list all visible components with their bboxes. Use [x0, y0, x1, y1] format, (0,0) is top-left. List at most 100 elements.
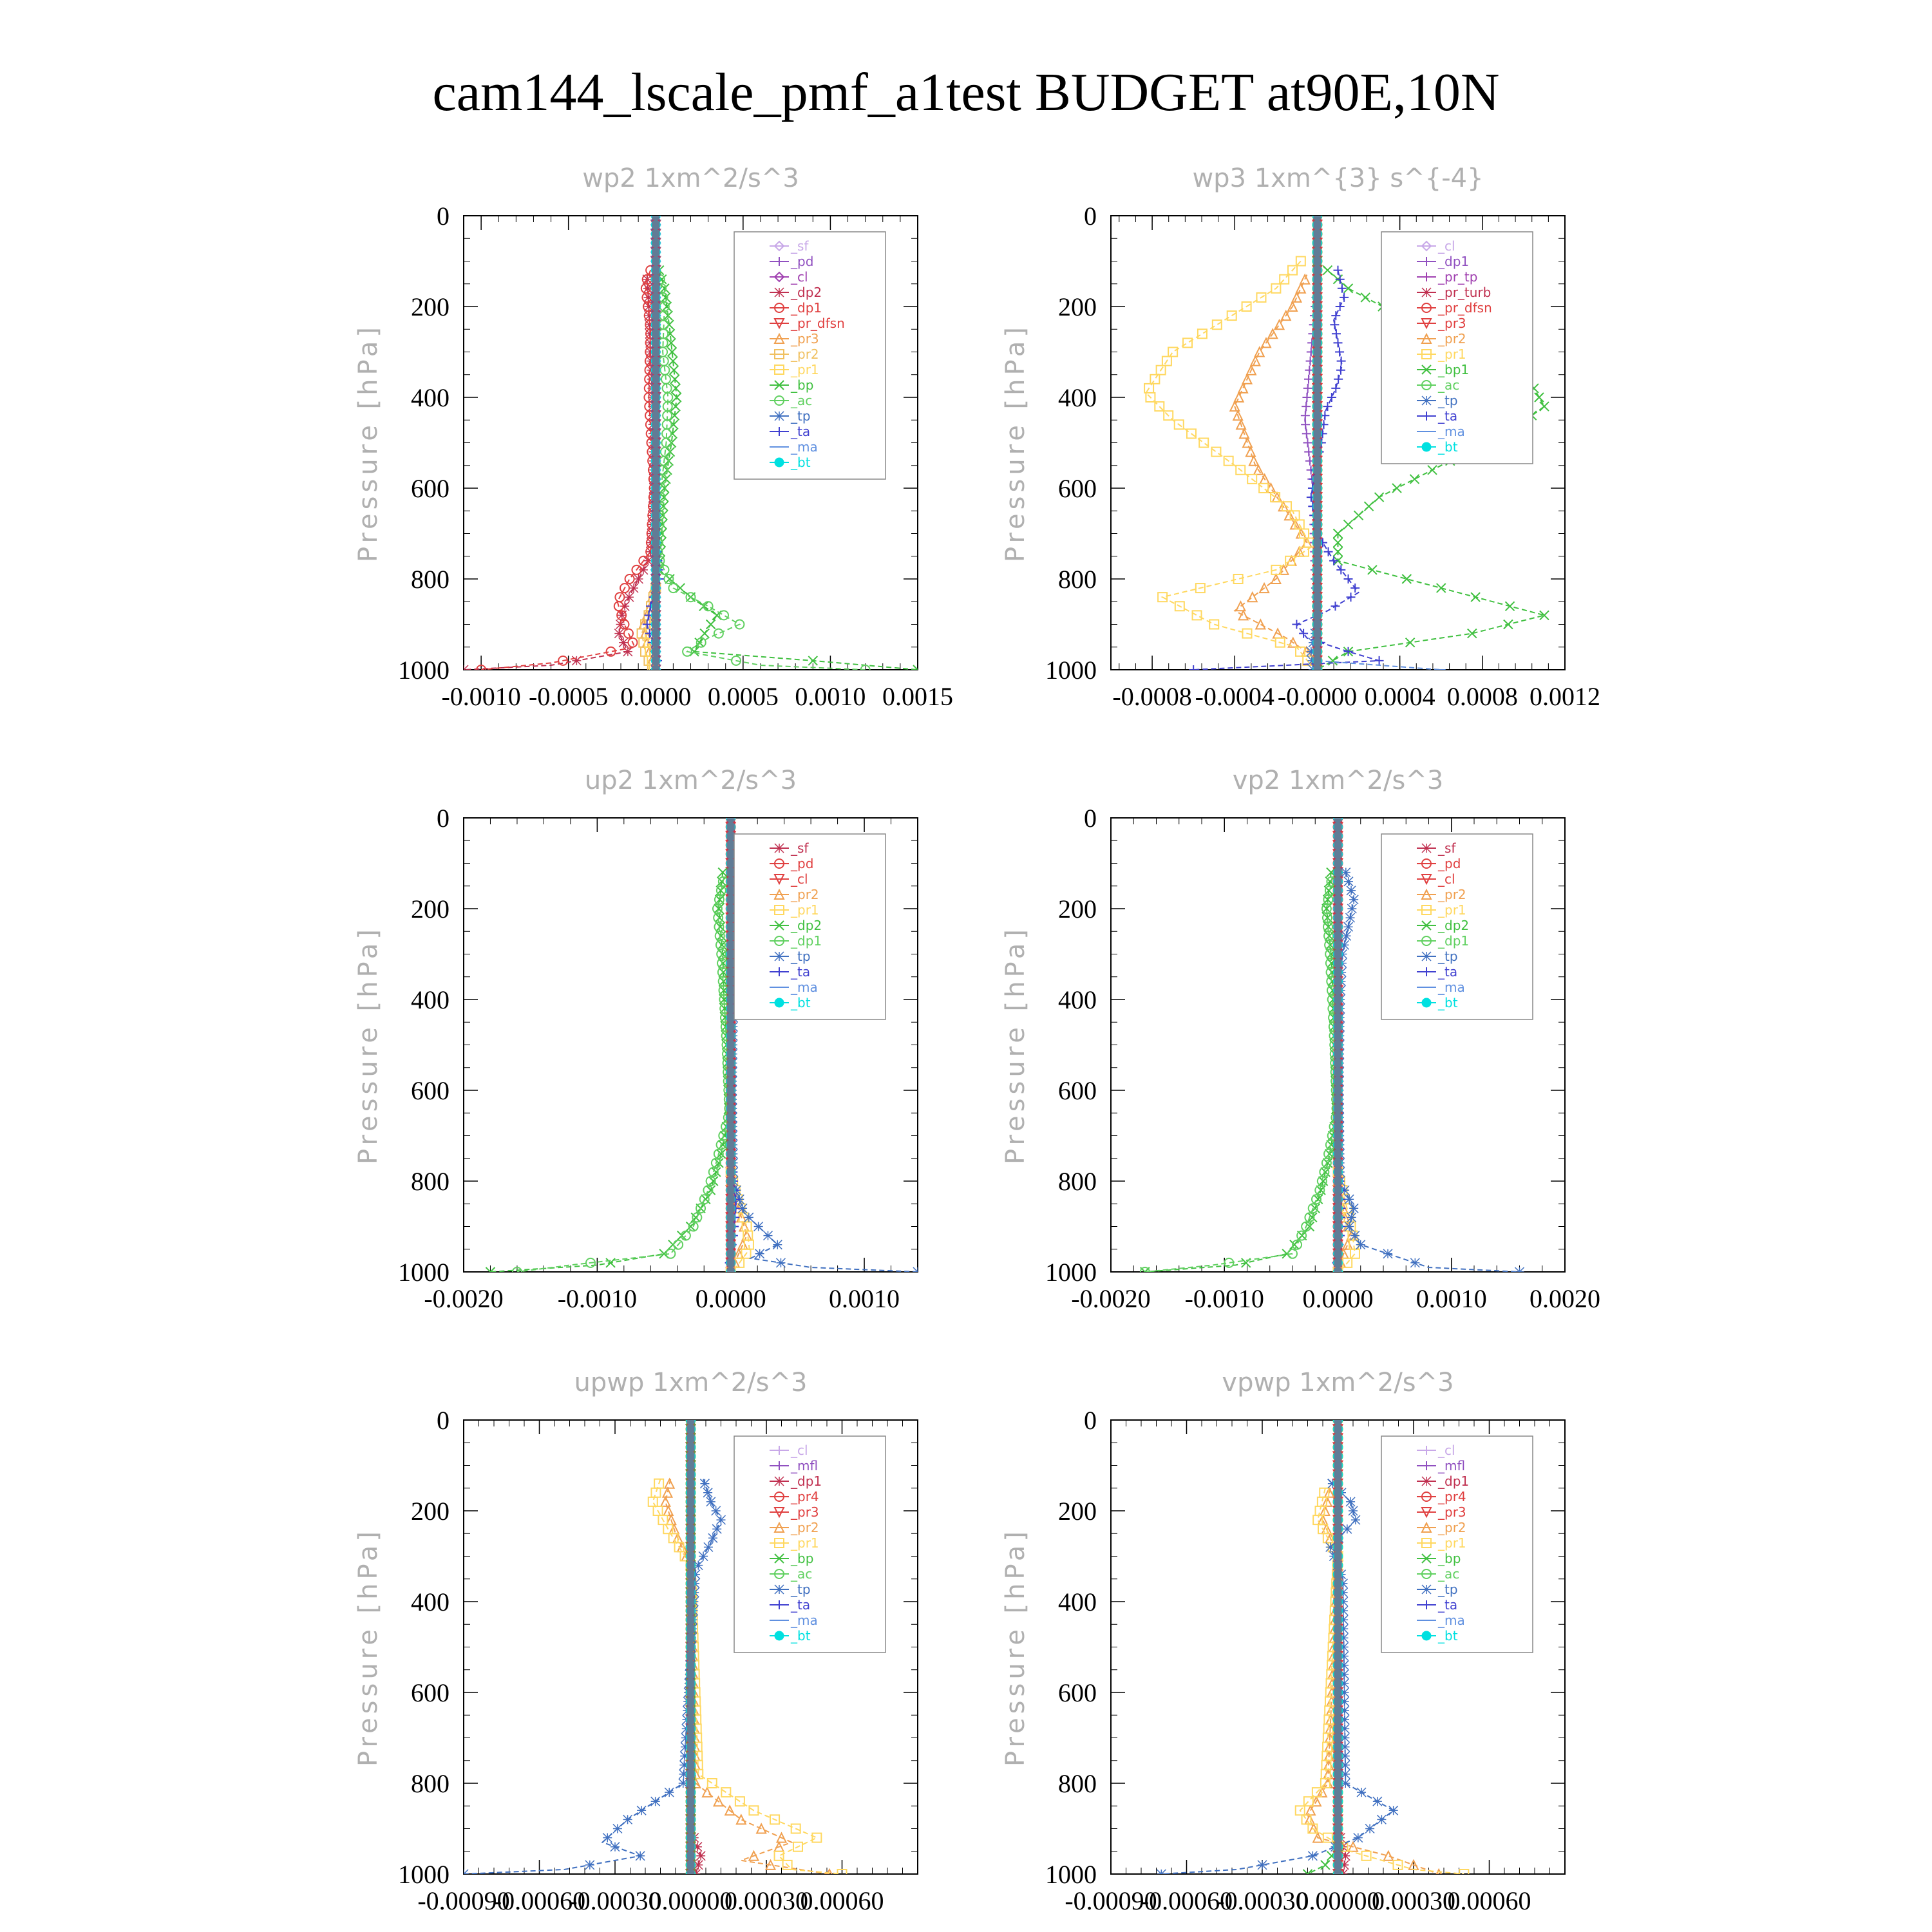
data-point-pr1	[748, 1805, 759, 1816]
data-point-pr1	[1295, 646, 1306, 657]
data-point-pr2	[1242, 437, 1253, 448]
legend-marker	[1421, 843, 1432, 853]
data-point-tp	[1346, 886, 1356, 896]
data-point-tp	[636, 1805, 647, 1815]
legend-label: _bt	[1437, 995, 1458, 1010]
data-point-pr1	[1247, 473, 1258, 484]
data-point-dp2	[623, 647, 633, 657]
data-point-pr1	[1209, 619, 1220, 630]
data-point-ta	[1292, 620, 1302, 629]
zero-profile-band	[1334, 1420, 1342, 1874]
data-point-dp1	[1303, 438, 1312, 448]
data-point-tp	[1372, 1796, 1383, 1806]
legend-label: _pr_turb	[1437, 285, 1491, 300]
data-point-dp2	[643, 283, 653, 294]
data-point-pr1	[741, 1248, 752, 1259]
legend-marker	[774, 380, 784, 390]
legend: _sf_pd_cl_pr2_pr1_dp2_dp1_tp_ta_ma_bt	[1381, 833, 1533, 1020]
data-point-tp	[1257, 1860, 1267, 1870]
legend-label: _pr1	[1437, 902, 1466, 918]
legend-label: _bp1	[1437, 362, 1469, 377]
y-tick-label: 0	[437, 804, 450, 833]
legend-marker	[1422, 1446, 1431, 1455]
legend-box	[1381, 1435, 1533, 1653]
data-point-ta	[1336, 356, 1346, 366]
data-point-bp1	[1374, 492, 1385, 502]
data-point-dp2	[1304, 1221, 1315, 1232]
data-point-pr2	[737, 1238, 748, 1250]
legend-label: _pr4	[1437, 1489, 1466, 1504]
y-axis-label: Pressure [hPa]	[354, 1528, 383, 1766]
legend-label: _tp	[790, 1582, 811, 1597]
legend-marker	[1421, 1631, 1432, 1641]
legend-label: _dp1	[790, 300, 822, 316]
data-point-pr1	[1459, 1869, 1470, 1874]
data-point-bp1	[1353, 510, 1364, 521]
data-point-pr2	[735, 1814, 747, 1825]
data-point-pr2	[1383, 1850, 1394, 1861]
data-point-tp	[1327, 1479, 1338, 1489]
legend-marker	[775, 967, 784, 976]
legend-label: _tp	[1437, 1582, 1458, 1597]
data-point-pr2	[701, 1786, 713, 1798]
data-point-pr2	[1253, 464, 1264, 475]
data-point-dp1	[619, 619, 630, 630]
data-point-pr2	[1255, 618, 1266, 630]
data-point-dp2	[615, 619, 626, 630]
data-point-pr1	[1294, 1805, 1305, 1816]
y-tick-label: 0	[437, 1406, 450, 1435]
data-point-pr2	[1347, 1841, 1359, 1852]
data-point-tp	[1306, 647, 1316, 657]
data-point-tp	[1349, 895, 1359, 905]
data-point-ta	[1333, 265, 1343, 275]
data-point-tp	[1338, 1596, 1349, 1607]
data-point-dp2	[629, 583, 639, 593]
data-point-tp	[1156, 1869, 1166, 1874]
data-point-tp	[708, 1533, 718, 1543]
data-point-tp	[1340, 1714, 1350, 1725]
y-tick-label: 1000	[398, 656, 450, 685]
x-tick-label: 0.0005	[708, 682, 779, 711]
data-point-pr1	[647, 1496, 658, 1507]
data-point-tp	[1356, 1240, 1366, 1250]
data-point-dp2	[717, 1139, 728, 1150]
data-point-dp2	[714, 913, 724, 923]
legend-label: _dp2	[1437, 918, 1469, 933]
data-point-dp1	[703, 1185, 714, 1196]
series-line-pr1	[652, 1479, 842, 1874]
data-point-pr1	[1186, 428, 1197, 439]
data-point-pr2	[1270, 573, 1282, 584]
x-tick-label: 0.00030	[1372, 1886, 1455, 1915]
y-tick-label: 800	[1058, 1167, 1097, 1196]
data-point-bp	[694, 637, 705, 648]
data-point-pr1	[1157, 592, 1168, 603]
data-point-pr1	[1285, 555, 1296, 566]
data-point-tp	[679, 1760, 689, 1770]
data-point-ac	[682, 646, 693, 657]
data-point-pr1	[1258, 483, 1269, 493]
series-line-tp	[464, 1479, 722, 1874]
y-tick-label: 200	[411, 895, 450, 923]
data-point-tp	[1356, 1787, 1367, 1797]
series-line-tp	[1338, 872, 1520, 1272]
data-point-pr1	[1298, 546, 1309, 557]
legend-label: _ma	[790, 439, 818, 455]
data-point-ac	[685, 592, 696, 603]
y-tick-label: 200	[1058, 292, 1097, 321]
data-point-bp	[664, 319, 674, 330]
data-point-pr2	[755, 1823, 767, 1834]
y-tick-label: 0	[1084, 1406, 1097, 1435]
data-point-dp2	[690, 1212, 701, 1223]
data-point-tp	[715, 1515, 726, 1525]
legend-label: _pd	[790, 254, 813, 269]
legend-label: _pr1	[1437, 1535, 1466, 1551]
legend-label: _pd	[1437, 856, 1461, 871]
data-point-dp1	[673, 1239, 684, 1250]
legend-label: _tp	[1437, 949, 1458, 964]
data-point-tp	[1307, 656, 1317, 666]
data-point-bp1	[1332, 537, 1343, 548]
data-point-tp	[706, 1497, 716, 1507]
data-point-bp1	[1401, 574, 1412, 584]
data-point-pr1	[1241, 301, 1252, 312]
legend-label: _dp1	[790, 933, 822, 949]
